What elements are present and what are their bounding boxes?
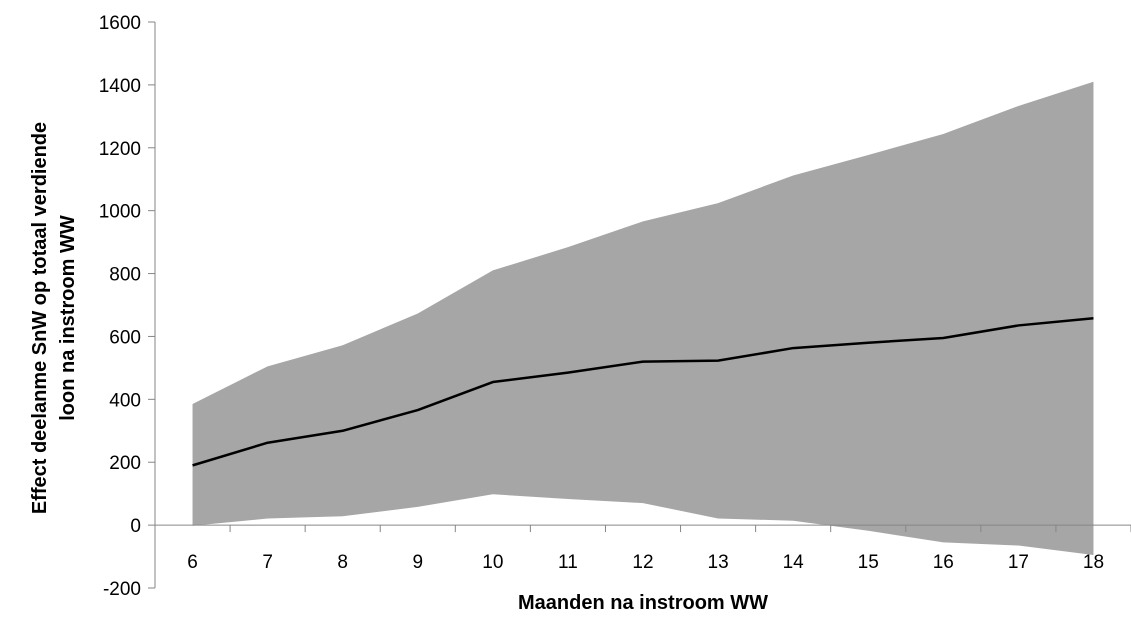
y-tick-label: 0 [130, 516, 141, 537]
y-tick-label: 400 [109, 390, 141, 411]
x-axis-title: Maanden na instroom WW [518, 592, 768, 614]
x-tick-label: 9 [412, 552, 423, 573]
y-tick-label: 800 [109, 265, 141, 286]
y-tick-label: 1400 [99, 76, 141, 97]
x-tick-label: 13 [708, 552, 729, 573]
y-tick-label: -200 [103, 579, 141, 600]
axes-layer [148, 21, 1131, 589]
x-tick-label: 16 [933, 552, 954, 573]
x-tick-labels: 6 7 8 9 10 11 12 13 14 15 16 17 18 [187, 552, 1104, 573]
y-tick-label: 200 [109, 453, 141, 474]
y-tick-label: 1200 [99, 139, 141, 160]
y-axis-title-line1: Effect deelanme SnW op totaal verdiende [29, 122, 51, 514]
x-tick-label: 14 [783, 552, 805, 573]
y-tick-label: 1600 [99, 13, 141, 34]
y-axis-title-line2: loon na instroom WW [57, 215, 79, 421]
x-tick-label: 15 [858, 552, 879, 573]
x-tick-label: 11 [558, 552, 578, 573]
y-tick-label: 1000 [99, 202, 141, 223]
y-tick-labels: -200 0 200 400 600 800 1000 1200 1400 1600 [99, 13, 141, 600]
x-tick-label: 17 [1008, 552, 1029, 573]
x-tick-label: 8 [337, 552, 348, 573]
confidence-band [192, 81, 1094, 555]
x-tick-label: 7 [262, 552, 273, 573]
x-tick-label: 18 [1083, 552, 1104, 573]
y-tick-label: 600 [109, 327, 141, 348]
x-tick-label: 6 [187, 552, 198, 573]
effect-line-layer [192, 316, 1094, 467]
x-tick-label: 10 [482, 552, 503, 573]
confidence-band-layer [192, 81, 1094, 555]
x-tick-label: 12 [632, 552, 653, 573]
